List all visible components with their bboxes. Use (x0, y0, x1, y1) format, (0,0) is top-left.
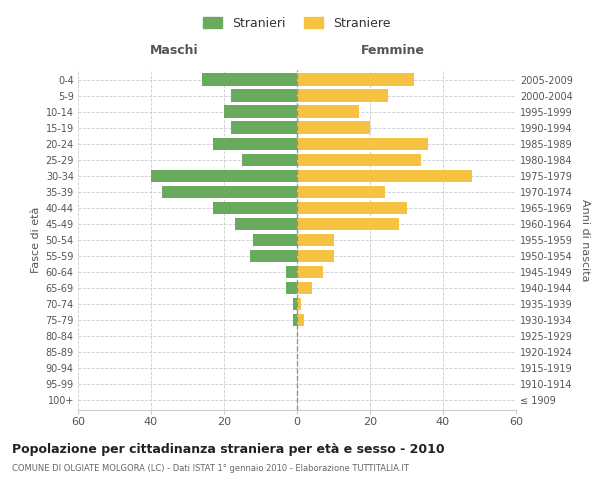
Bar (293, 314, 297, 326)
Bar (151, 170, 297, 182)
Bar (202, 74, 297, 86)
Bar (297, 154, 421, 166)
Bar (213, 138, 297, 150)
Bar (297, 298, 301, 310)
Text: COMUNE DI OLGIATE MOLGORA (LC) - Dati ISTAT 1° gennaio 2010 - Elaborazione TUTTI: COMUNE DI OLGIATE MOLGORA (LC) - Dati IS… (12, 464, 409, 473)
Bar (297, 234, 334, 246)
Bar (224, 106, 297, 118)
Bar (253, 234, 297, 246)
Bar (232, 122, 297, 134)
Bar (297, 266, 323, 278)
Bar (297, 106, 359, 118)
Y-axis label: Fasce di età: Fasce di età (31, 207, 41, 273)
Bar (297, 202, 407, 214)
Bar (250, 250, 297, 262)
Bar (293, 298, 297, 310)
Bar (286, 282, 297, 294)
Bar (297, 186, 385, 198)
Bar (297, 138, 428, 150)
Bar (297, 170, 472, 182)
Bar (232, 90, 297, 102)
Y-axis label: Anni di nascita: Anni di nascita (580, 198, 590, 281)
Bar (297, 90, 388, 102)
Legend: Stranieri, Straniere: Stranieri, Straniere (199, 12, 395, 34)
Text: Popolazione per cittadinanza straniera per età e sesso - 2010: Popolazione per cittadinanza straniera p… (12, 442, 445, 456)
Text: Femmine: Femmine (361, 44, 425, 58)
Bar (297, 250, 334, 262)
Bar (297, 218, 399, 230)
Bar (242, 154, 297, 166)
Bar (297, 314, 304, 326)
Bar (297, 122, 370, 134)
Bar (297, 282, 311, 294)
Text: Maschi: Maschi (150, 44, 199, 58)
Bar (162, 186, 297, 198)
Bar (297, 74, 414, 86)
Bar (213, 202, 297, 214)
Bar (286, 266, 297, 278)
Bar (235, 218, 297, 230)
